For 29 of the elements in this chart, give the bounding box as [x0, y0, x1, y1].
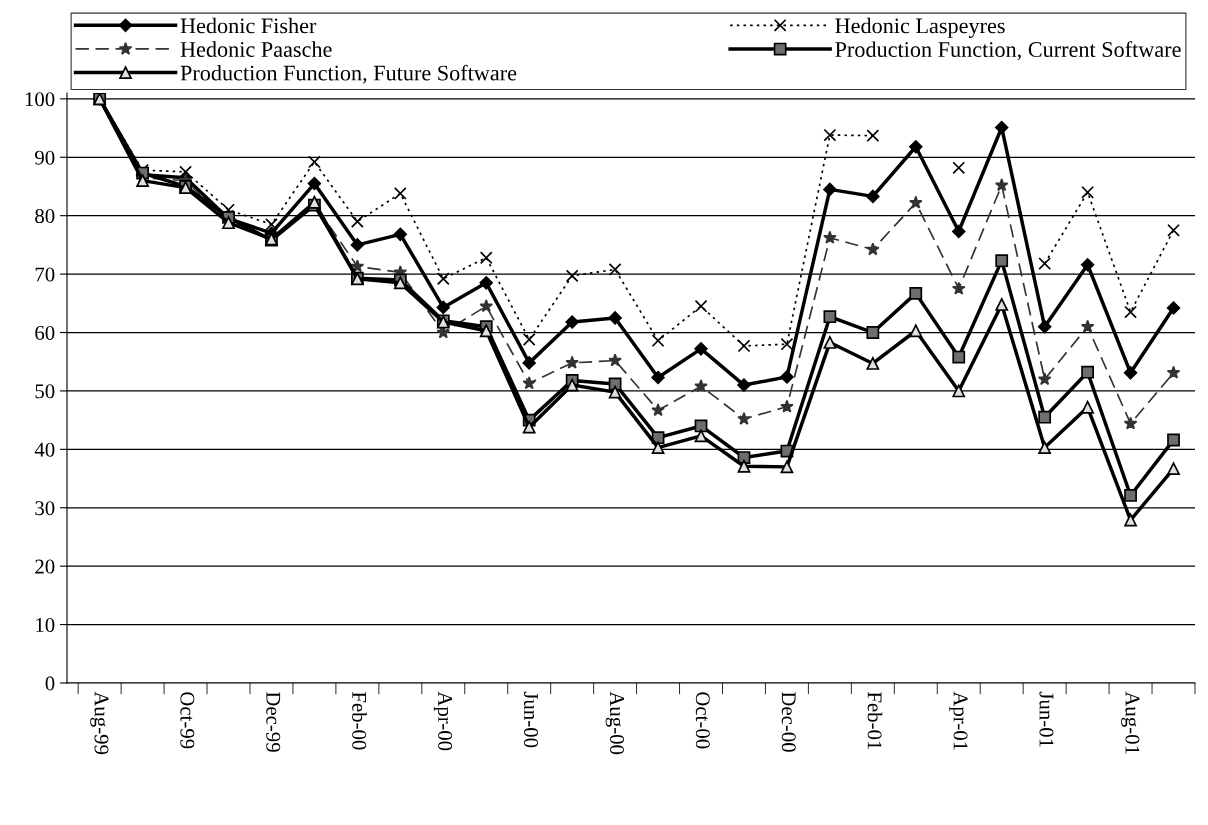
y-tick-label: 50 [35, 384, 55, 399]
legend-label: Hedonic Laspeyres [835, 17, 1005, 38]
y-tick-label: 80 [35, 209, 55, 224]
legend-label: Production Function, Future Software [180, 64, 517, 84]
x-tick-label: Aug-01 [1121, 691, 1140, 754]
y-tick-label: 10 [36, 617, 55, 633]
y-tick-label: 20 [35, 559, 55, 574]
x-tick-label: Aug-00 [605, 691, 625, 755]
x-tick-label: Aug-99 [90, 691, 109, 755]
y-tick-label: 100 [25, 92, 55, 107]
y-tick-label: 0 [45, 676, 55, 691]
x-tick-label: Jun-01 [1039, 691, 1054, 747]
x-tick-label: Jun-00 [523, 691, 539, 748]
x-tick-label: Dec-00 [781, 691, 796, 752]
x-tick-label: Dec-99 [266, 691, 281, 752]
legend-label: Hedonic Paasche [180, 41, 332, 57]
x-tick-label: Apr-01 [949, 691, 968, 750]
legend-label: Hedonic Fisher [180, 17, 317, 34]
x-tick-label: Feb-00 [352, 691, 367, 750]
x-tick-label: Apr-00 [433, 691, 453, 751]
x-tick-label: Feb-01 [867, 691, 883, 750]
legend-label: Production Function, Current Software [835, 41, 1181, 61]
y-tick-label: 70 [35, 267, 55, 282]
y-tick-label: 90 [35, 150, 55, 165]
x-tick-label: Oct-00 [695, 692, 710, 749]
y-tick-label: 30 [35, 501, 55, 516]
y-tick-label: 60 [35, 325, 55, 340]
y-tick-label: 40 [34, 442, 55, 457]
x-tick-label: Oct-99 [180, 692, 195, 749]
